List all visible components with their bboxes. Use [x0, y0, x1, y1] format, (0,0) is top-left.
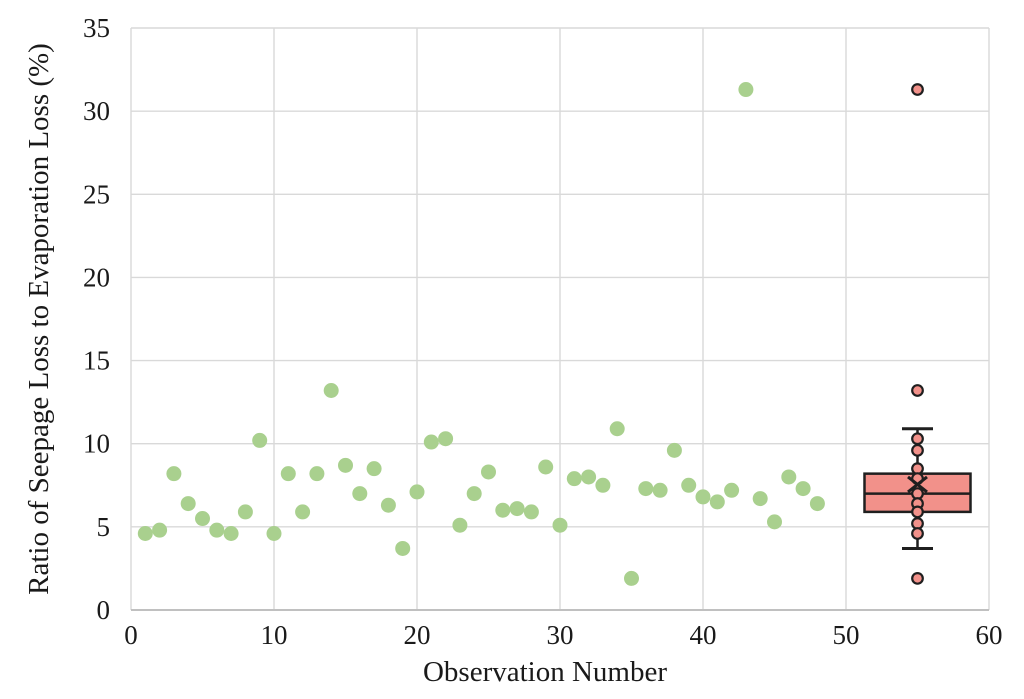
scatter-point	[481, 464, 496, 480]
scatter-point	[523, 504, 539, 520]
data-marks	[137, 82, 972, 586]
scatter-point	[666, 442, 682, 458]
boxplot-mean-marker	[907, 475, 928, 494]
scatter-point	[252, 432, 268, 448]
scatter-point	[423, 434, 439, 450]
scatter-point	[638, 481, 654, 497]
boxplot-data-point	[911, 527, 924, 540]
scatter-point	[552, 517, 568, 533]
scatter-point	[681, 477, 697, 493]
scatter-point	[781, 469, 797, 485]
boxplot-data-point	[911, 83, 924, 96]
x-tick-label: 60	[976, 620, 1003, 650]
x-axis-title: Observation Number	[423, 656, 667, 688]
scatter-point	[323, 383, 339, 399]
scatter-point	[166, 466, 182, 482]
scatter-point	[609, 421, 625, 437]
y-axis-title: Ratio of Seepage Loss to Evaporation Los…	[23, 43, 55, 595]
y-tick-label: 30	[83, 96, 110, 126]
scatter-point	[795, 481, 811, 497]
scatter-point	[395, 540, 411, 556]
y-tick-label: 10	[83, 429, 110, 459]
x-tick-label: 40	[690, 620, 717, 650]
scatter-point	[495, 502, 511, 518]
scatter-point	[452, 517, 468, 533]
y-tick-label: 35	[83, 13, 110, 43]
scatter-point	[752, 491, 768, 507]
scatter-point	[266, 526, 282, 542]
x-tick-label: 0	[124, 620, 138, 650]
boxplot-data-point	[911, 384, 924, 397]
scatter-point	[509, 501, 525, 517]
scatter-point	[295, 504, 311, 520]
x-tick-label: 50	[833, 620, 860, 650]
scatter-point	[724, 482, 740, 498]
scatter-point	[223, 526, 239, 542]
y-tick-label: 15	[83, 346, 110, 376]
scatter-point	[380, 497, 396, 513]
scatter-point	[466, 486, 482, 502]
y-tick-label: 25	[83, 179, 110, 209]
scatter-point	[352, 486, 368, 502]
scatter-point	[652, 482, 668, 498]
scatter-point	[695, 489, 711, 505]
boxplot-data-point	[911, 432, 924, 446]
boxplot-data-point	[911, 505, 924, 519]
scatter-point	[180, 496, 196, 512]
scatter-point	[767, 514, 782, 530]
scatter-point	[438, 431, 454, 447]
scatter-point	[409, 484, 425, 500]
scatter-point	[309, 466, 325, 482]
scatter-point	[338, 457, 353, 473]
scatter-point	[566, 471, 582, 487]
scatter-point	[366, 461, 382, 477]
y-tick-label: 5	[97, 512, 111, 542]
x-tick-label: 10	[261, 620, 288, 650]
scatter-point	[137, 526, 153, 542]
scatter-point	[709, 494, 725, 510]
y-tick-label: 0	[97, 595, 111, 625]
y-tick-label: 20	[83, 262, 110, 292]
scatter-point	[152, 522, 168, 538]
scatter-point	[237, 504, 253, 520]
x-tick-label: 20	[404, 620, 431, 650]
boxplot-data-point	[911, 443, 924, 457]
axis-tick-labels: 0 5 10 15 20 25 30 35 0 10 20 30 40 50 60	[83, 13, 1003, 650]
scatter-point	[209, 522, 225, 538]
scatter-point	[195, 511, 210, 527]
x-tick-label: 30	[547, 620, 574, 650]
scatter-point	[809, 496, 825, 512]
boxplot-data-point	[911, 572, 924, 585]
scatter-point	[538, 459, 554, 475]
scatter-point	[595, 477, 611, 493]
scatter-point	[581, 469, 597, 485]
scatter-point	[624, 570, 639, 586]
scatter-point	[280, 466, 296, 482]
scatter-point	[738, 82, 754, 98]
gridlines	[130, 27, 990, 611]
